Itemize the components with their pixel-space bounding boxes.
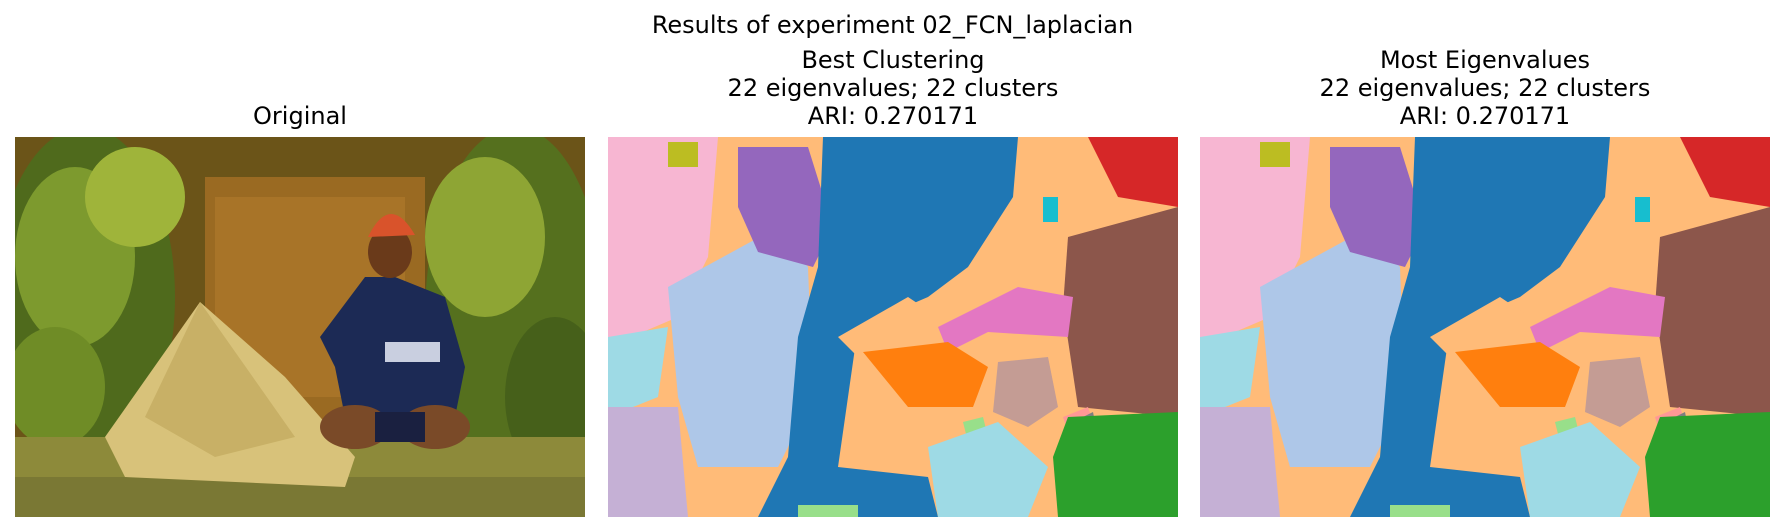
panel-original: Original bbox=[15, 0, 585, 532]
segmentation-map bbox=[1200, 137, 1770, 517]
panel-title: Original bbox=[15, 102, 585, 130]
panel-best-clustering: Best Clustering 22 eigenvalues; 22 clust… bbox=[608, 0, 1178, 532]
figure-suptitle: Results of experiment 02_FCN_laplacian bbox=[651, 11, 1134, 39]
panel-title-line: 22 eigenvalues; 22 clusters bbox=[727, 74, 1059, 102]
original-photo bbox=[15, 137, 585, 517]
panel-title-line: ARI: 0.270171 bbox=[1399, 102, 1571, 130]
panel-title-line: ARI: 0.270171 bbox=[807, 102, 979, 130]
panel-most-eigenvalues: Most Eigenvalues 22 eigenvalues; 22 clus… bbox=[1200, 0, 1770, 532]
panel-title-line: Best Clustering bbox=[801, 46, 985, 74]
segmentation-map bbox=[608, 137, 1178, 517]
panel-title-line: Most Eigenvalues bbox=[1379, 46, 1591, 74]
panel-title-line: Original bbox=[253, 102, 347, 130]
panel-title: Best Clustering 22 eigenvalues; 22 clust… bbox=[608, 46, 1178, 130]
panel-title-line: 22 eigenvalues; 22 clusters bbox=[1319, 74, 1651, 102]
panel-title: Most Eigenvalues 22 eigenvalues; 22 clus… bbox=[1200, 46, 1770, 130]
